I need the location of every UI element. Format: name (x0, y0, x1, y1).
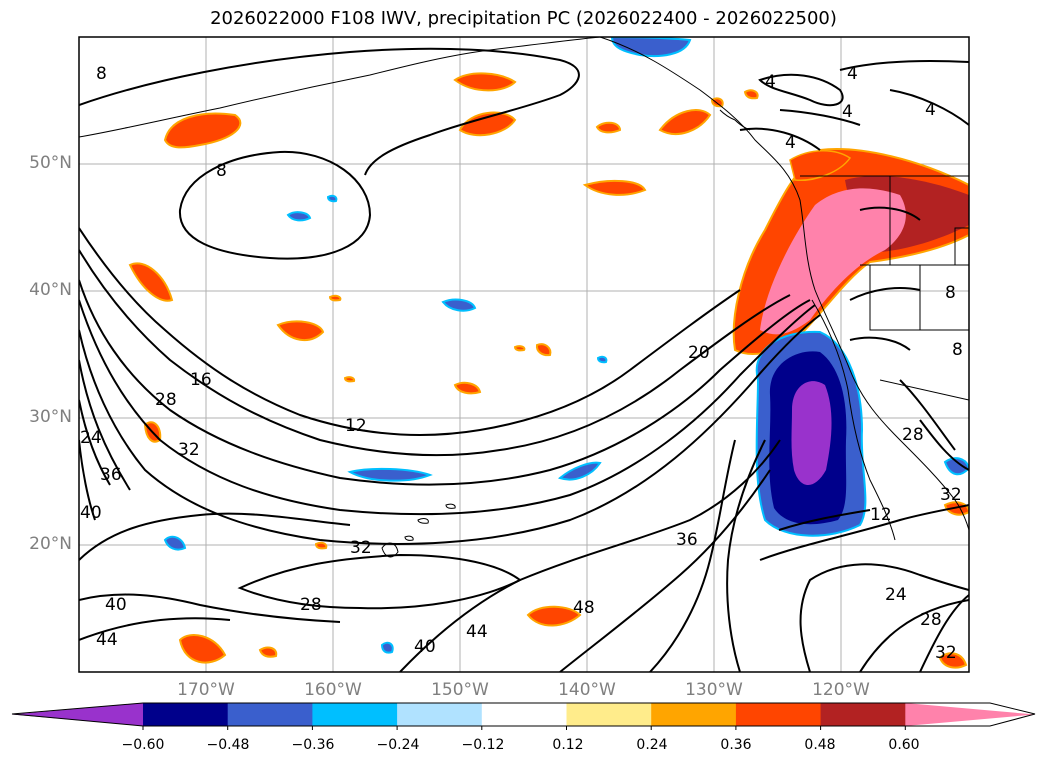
colorbar-segment (566, 703, 652, 726)
colorbar-tick-label: 0.12 (552, 737, 584, 753)
colorbar-tick-label: 0.36 (720, 737, 752, 753)
colorbar-tick-label: −0.36 (291, 737, 335, 753)
lon-label-150w: 150°W (431, 680, 489, 700)
precip-negative-baja (755, 330, 867, 537)
contour-label: 36 (100, 465, 122, 485)
colorbar-ticks (142, 726, 906, 730)
contour-label: 8 (945, 283, 956, 303)
iwv-contours (79, 47, 969, 672)
contour-label: 4 (925, 100, 936, 120)
contour-label: 48 (573, 598, 595, 618)
lon-label-140w: 140°W (558, 680, 616, 700)
contour-label: 32 (178, 440, 200, 460)
contour-label: 44 (466, 622, 488, 642)
lon-label-170w: 170°W (177, 680, 235, 700)
contour-label: 12 (870, 505, 892, 525)
lon-label-130w: 130°W (685, 680, 743, 700)
map-panel: 8 8 4 4 4 4 4 16 28 32 36 40 40 44 12 20… (78, 36, 970, 673)
contour-label: 44 (96, 630, 118, 650)
contour-label: 32 (350, 538, 372, 558)
contour-label: 28 (155, 390, 177, 410)
contour-label: 8 (216, 161, 227, 181)
contour-label: 12 (345, 416, 367, 436)
lat-label-40n: 40°N (29, 280, 72, 300)
precip-negative-cells (163, 37, 969, 654)
precip-positive-cells (128, 72, 969, 669)
contour-label: 16 (190, 370, 212, 390)
coastlines (79, 37, 969, 558)
precip-positive-westcoast (732, 148, 969, 355)
lat-label-50n: 50°N (29, 153, 72, 173)
contour-label: 8 (96, 64, 107, 84)
colorbar-tick-label: 0.60 (888, 737, 920, 753)
colorbar-segment (820, 703, 906, 726)
colorbar-segment (651, 703, 737, 726)
contour-label: 4 (842, 102, 853, 122)
lat-label-30n: 30°N (29, 407, 72, 427)
contour-label: 8 (952, 340, 963, 360)
lon-label-160w: 160°W (304, 680, 362, 700)
lat-label-20n: 20°N (29, 534, 72, 554)
map-title: 2026022000 F108 IWV, precipitation PC (2… (210, 8, 837, 29)
contour-label: 28 (920, 610, 942, 630)
colorbar-tick-label: 0.48 (804, 737, 836, 753)
contour-label: 4 (765, 72, 776, 92)
colorbar-segment (227, 703, 313, 726)
contour-label: 4 (785, 133, 796, 153)
colorbar-segment (397, 703, 483, 726)
contour-label: 40 (414, 637, 436, 657)
colorbar-extend-max (905, 703, 1035, 726)
colorbar-segment (481, 703, 567, 726)
colorbar-tick-label: −0.24 (376, 737, 420, 753)
contour-label: 32 (940, 485, 962, 505)
contour-label: 24 (885, 585, 907, 605)
iwv-contour-labels: 8 8 4 4 4 4 4 16 28 32 36 40 40 44 12 20… (80, 64, 963, 663)
contour-label: 28 (300, 595, 322, 615)
lon-label-120w: 120°W (812, 680, 870, 700)
contour-label: 4 (847, 64, 858, 84)
colorbar-segment (735, 703, 822, 726)
colorbar-segments (12, 703, 1035, 726)
contour-label: 20 (688, 343, 710, 363)
contour-label: 36 (676, 530, 698, 550)
colorbar-tick-label: −0.60 (121, 737, 165, 753)
contour-label: 32 (935, 643, 957, 663)
colorbar-segment (143, 703, 229, 726)
colorbar-tick-label: −0.12 (461, 737, 505, 753)
colorbar-outline (11, 702, 1036, 727)
colorbar-tick-label: −0.48 (206, 737, 250, 753)
map-frame (78, 36, 970, 673)
contour-label: 24 (80, 428, 102, 448)
colorbar-segment (312, 703, 398, 726)
colorbar-extend-min (12, 703, 143, 726)
contour-label: 28 (902, 425, 924, 445)
contour-label: 40 (105, 595, 127, 615)
contour-label: 40 (80, 503, 102, 523)
colorbar-tick-label: 0.24 (636, 737, 668, 753)
